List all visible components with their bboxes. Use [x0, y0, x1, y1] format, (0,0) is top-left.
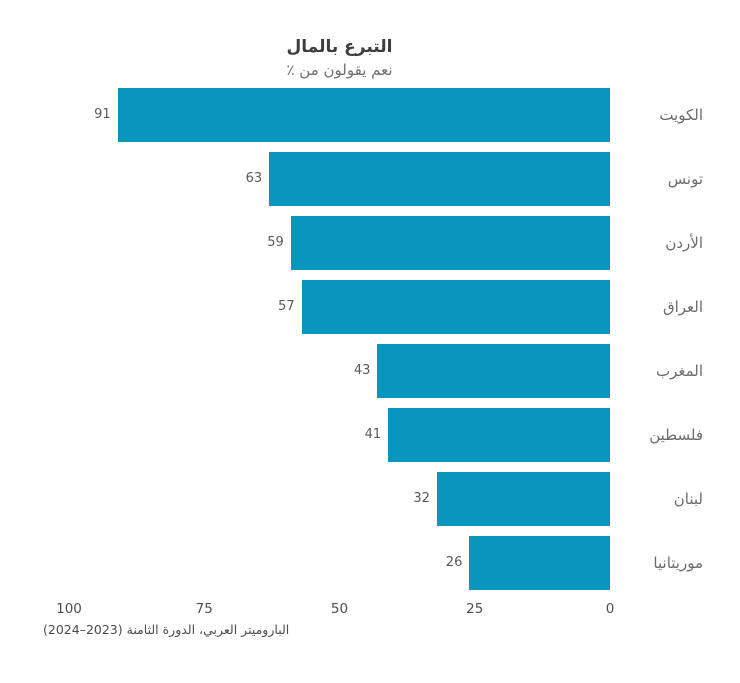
bar-row: 26 — [69, 536, 610, 590]
bar — [469, 536, 610, 590]
value-label: 63 — [245, 171, 263, 186]
value-label: 43 — [353, 363, 371, 378]
category-label: العراق — [662, 298, 703, 316]
bar-row: 59 — [69, 216, 610, 270]
x-axis: 100 75 50 25 0 — [56, 600, 614, 618]
bar — [117, 88, 610, 142]
x-tick-label: 100 — [56, 601, 82, 617]
category-label: الكويت — [659, 106, 703, 124]
source-note: الباروميتر العربي، الدورة الثامنة (2023–… — [43, 622, 290, 637]
category-label: موريتانيا — [653, 554, 703, 572]
bar — [301, 280, 610, 334]
value-label: 32 — [413, 491, 430, 506]
bar-row: 41 — [69, 408, 610, 462]
bar — [269, 152, 610, 206]
chart-header: التبرع بالمال ٪ من يقولون نعم — [69, 36, 610, 80]
bar-row: 57 — [69, 280, 610, 334]
value-label: 41 — [364, 427, 382, 442]
bar-row: 63 — [69, 152, 610, 206]
category-labels: الكويت تونس الأردن العراق المغرب فلسطين لبنان م… — [610, 88, 703, 600]
value-label: 91 — [94, 107, 111, 122]
bar — [436, 472, 610, 526]
category-label: تونس — [667, 170, 703, 188]
category-label: لبنان — [673, 490, 703, 508]
category-label: الأردن — [665, 234, 703, 252]
bar — [377, 344, 610, 398]
chart-subtitle: ٪ من يقولون نعم — [286, 61, 393, 79]
chart-title: التبرع بالمال — [286, 37, 393, 57]
x-tick-label: 25 — [466, 601, 484, 617]
value-label: 59 — [267, 235, 284, 250]
x-tick-label: 75 — [195, 601, 213, 617]
plot-area: 91 63 59 57 43 41 32 26 — [69, 88, 610, 600]
bar — [388, 408, 610, 462]
bar — [290, 216, 610, 270]
value-label: 57 — [278, 299, 295, 314]
bar-row: 91 — [69, 88, 610, 142]
value-label: 26 — [445, 555, 463, 570]
category-label: المغرب — [655, 362, 703, 380]
category-label: فلسطين — [649, 426, 703, 444]
x-tick-label: 50 — [330, 601, 349, 617]
bar-row: 43 — [69, 344, 610, 398]
bar-row: 32 — [69, 472, 610, 526]
x-tick-label: 0 — [605, 601, 615, 617]
